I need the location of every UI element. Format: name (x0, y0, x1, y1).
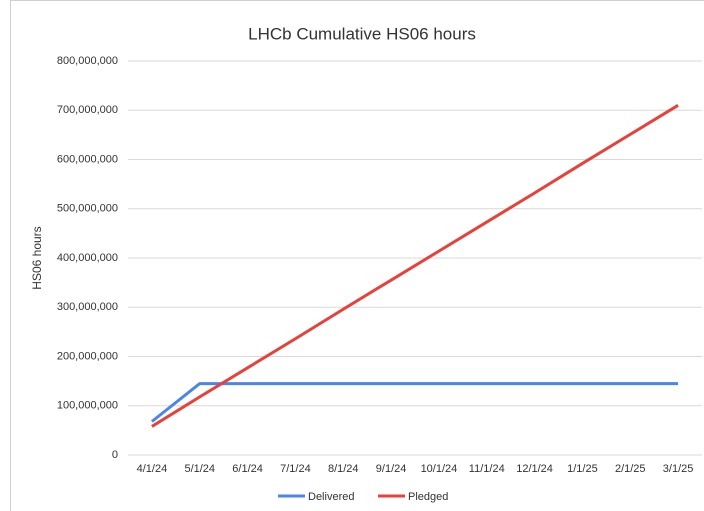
legend-label: Delivered (308, 491, 354, 503)
series-line (151, 104, 679, 428)
series-line (150, 382, 679, 423)
x-tick-label: 6/1/24 (232, 463, 263, 475)
legend-label: Pledged (408, 491, 448, 503)
y-tick-label: 100,000,000 (57, 400, 118, 412)
x-tick-label: 5/1/24 (184, 463, 215, 475)
y-axis-label: HS06 hours (30, 226, 44, 289)
x-tick-label: 1/1/25 (567, 463, 598, 475)
y-tick-label: 500,000,000 (57, 203, 118, 215)
y-tick-label: 0 (112, 449, 118, 461)
x-tick-label: 3/1/25 (663, 463, 694, 475)
x-tick-label: 7/1/24 (280, 463, 311, 475)
y-tick-label: 600,000,000 (57, 153, 118, 165)
chart-frame (10, 0, 704, 511)
x-tick-label: 2/1/25 (615, 463, 646, 475)
x-tick-label: 12/1/24 (516, 463, 553, 475)
x-tick-label: 4/1/24 (137, 463, 168, 475)
x-tick-label: 9/1/24 (376, 463, 407, 475)
x-tick-label: 8/1/24 (328, 463, 359, 475)
y-tick-label: 700,000,000 (57, 104, 118, 116)
y-tick-label: 200,000,000 (57, 350, 118, 362)
y-tick-label: 800,000,000 (57, 55, 118, 67)
x-tick-label: 11/1/24 (469, 463, 505, 475)
y-tick-label: 300,000,000 (57, 301, 118, 313)
x-tick-label: 10/1/24 (421, 463, 458, 475)
chart-title: LHCb Cumulative HS06 hours (248, 24, 476, 43)
y-tick-label: 400,000,000 (57, 252, 118, 264)
